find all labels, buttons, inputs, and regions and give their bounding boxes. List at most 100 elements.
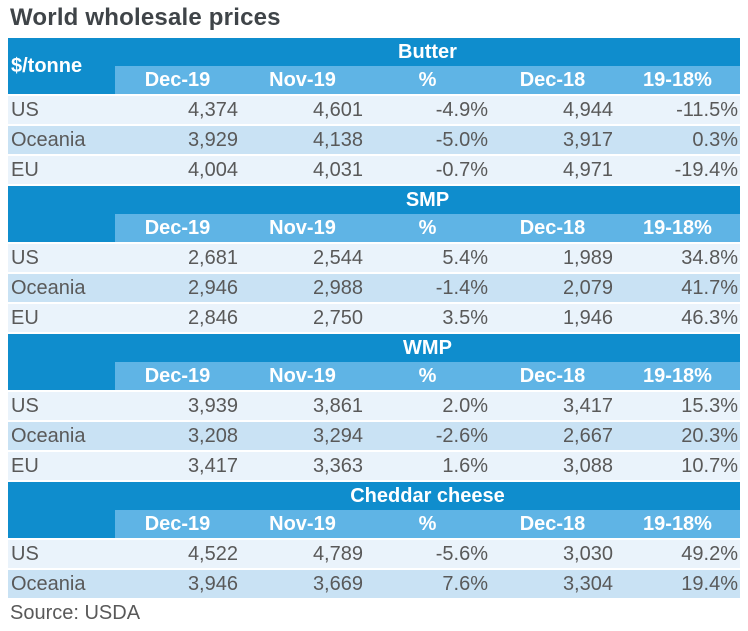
region-label: EU — [8, 452, 115, 480]
value-cell: 49.2% — [615, 540, 740, 568]
value-cell: 3,363 — [240, 452, 365, 480]
value-cell: 4,522 — [115, 540, 240, 568]
value-cell: 1.6% — [365, 452, 490, 480]
unit-label-spacer — [8, 186, 115, 242]
wholesale-prices-table: $/tonne Butter Dec-19 Nov-19 % Dec-18 19… — [8, 38, 740, 598]
value-cell: 34.8% — [615, 244, 740, 272]
table-row: EU 2,846 2,750 3.5% 1,946 46.3% — [8, 304, 740, 332]
region-label: EU — [8, 304, 115, 332]
value-cell: 3,304 — [490, 570, 615, 598]
value-cell: 4,004 — [115, 156, 240, 184]
column-header: Dec-19 — [115, 66, 240, 94]
value-cell: 3,294 — [240, 422, 365, 450]
column-header: % — [365, 214, 490, 242]
section-title: SMP — [115, 186, 740, 214]
value-cell: -5.0% — [365, 126, 490, 154]
value-cell: 4,374 — [115, 96, 240, 124]
value-cell: 10.7% — [615, 452, 740, 480]
table-row: Oceania 2,946 2,988 -1.4% 2,079 41.7% — [8, 274, 740, 302]
section-header-cheddar-cheese: Cheddar cheese Dec-19 Nov-19 % Dec-18 19… — [8, 482, 740, 538]
column-header: Dec-19 — [115, 510, 240, 538]
section-header-wmp: WMP Dec-19 Nov-19 % Dec-18 19-18% — [8, 334, 740, 390]
section-smp: SMP Dec-19 Nov-19 % Dec-18 19-18% US 2,6… — [8, 186, 740, 332]
column-header: % — [365, 66, 490, 94]
value-cell: 46.3% — [615, 304, 740, 332]
value-cell: 4,601 — [240, 96, 365, 124]
column-header: Dec-19 — [115, 214, 240, 242]
value-cell: 2,079 — [490, 274, 615, 302]
section-title: Butter — [115, 38, 740, 66]
value-cell: 0.3% — [615, 126, 740, 154]
value-cell: 2,667 — [490, 422, 615, 450]
source-note: Source: USDA — [10, 602, 141, 624]
column-header: Nov-19 — [240, 214, 365, 242]
column-header: 19-18% — [615, 66, 740, 94]
value-cell: 3,030 — [490, 540, 615, 568]
value-cell: 15.3% — [615, 392, 740, 420]
value-cell: 4,138 — [240, 126, 365, 154]
value-cell: 2,846 — [115, 304, 240, 332]
unit-label: $/tonne — [8, 38, 115, 94]
column-header: 19-18% — [615, 214, 740, 242]
unit-label-spacer — [8, 334, 115, 390]
column-header: % — [365, 510, 490, 538]
value-cell: 2,750 — [240, 304, 365, 332]
table-row: Oceania 3,946 3,669 7.6% 3,304 19.4% — [8, 570, 740, 598]
region-label: Oceania — [8, 570, 115, 598]
value-cell: 19.4% — [615, 570, 740, 598]
unit-label-spacer — [8, 482, 115, 538]
column-header: 19-18% — [615, 362, 740, 390]
value-cell: 3,669 — [240, 570, 365, 598]
value-cell: 7.6% — [365, 570, 490, 598]
column-header: % — [365, 362, 490, 390]
value-cell: 3,088 — [490, 452, 615, 480]
column-header: Nov-19 — [240, 510, 365, 538]
value-cell: 2.0% — [365, 392, 490, 420]
column-header: Dec-18 — [490, 214, 615, 242]
column-header: Dec-18 — [490, 66, 615, 94]
value-cell: 4,971 — [490, 156, 615, 184]
value-cell: 2,681 — [115, 244, 240, 272]
section-title: WMP — [115, 334, 740, 362]
table-row: US 3,939 3,861 2.0% 3,417 15.3% — [8, 392, 740, 420]
value-cell: 3.5% — [365, 304, 490, 332]
value-cell: 3,929 — [115, 126, 240, 154]
region-label: US — [8, 540, 115, 568]
value-cell: 3,417 — [115, 452, 240, 480]
value-cell: 3,946 — [115, 570, 240, 598]
value-cell: 3,208 — [115, 422, 240, 450]
table-row: US 2,681 2,544 5.4% 1,989 34.8% — [8, 244, 740, 272]
value-cell: 5.4% — [365, 244, 490, 272]
table-row: Oceania 3,929 4,138 -5.0% 3,917 0.3% — [8, 126, 740, 154]
value-cell: 3,917 — [490, 126, 615, 154]
value-cell: 3,861 — [240, 392, 365, 420]
region-label: US — [8, 244, 115, 272]
value-cell: 1,946 — [490, 304, 615, 332]
value-cell: -5.6% — [365, 540, 490, 568]
value-cell: 4,031 — [240, 156, 365, 184]
value-cell: 2,544 — [240, 244, 365, 272]
column-header: 19-18% — [615, 510, 740, 538]
section-cheddar-cheese: Cheddar cheese Dec-19 Nov-19 % Dec-18 19… — [8, 482, 740, 598]
table-row: US 4,522 4,789 -5.6% 3,030 49.2% — [8, 540, 740, 568]
section-wmp: WMP Dec-19 Nov-19 % Dec-18 19-18% US 3,9… — [8, 334, 740, 480]
column-header: Dec-18 — [490, 510, 615, 538]
region-label: US — [8, 392, 115, 420]
region-label: Oceania — [8, 422, 115, 450]
region-label: Oceania — [8, 126, 115, 154]
value-cell: -1.4% — [365, 274, 490, 302]
region-label: EU — [8, 156, 115, 184]
value-cell: 2,988 — [240, 274, 365, 302]
value-cell: 4,944 — [490, 96, 615, 124]
column-header: Dec-19 — [115, 362, 240, 390]
region-label: Oceania — [8, 274, 115, 302]
column-header: Nov-19 — [240, 362, 365, 390]
table-row: US 4,374 4,601 -4.9% 4,944 -11.5% — [8, 96, 740, 124]
value-cell: 2,946 — [115, 274, 240, 302]
section-title: Cheddar cheese — [115, 482, 740, 510]
region-label: US — [8, 96, 115, 124]
value-cell: 41.7% — [615, 274, 740, 302]
value-cell: 3,939 — [115, 392, 240, 420]
value-cell: 1,989 — [490, 244, 615, 272]
section-butter: $/tonne Butter Dec-19 Nov-19 % Dec-18 19… — [8, 38, 740, 184]
